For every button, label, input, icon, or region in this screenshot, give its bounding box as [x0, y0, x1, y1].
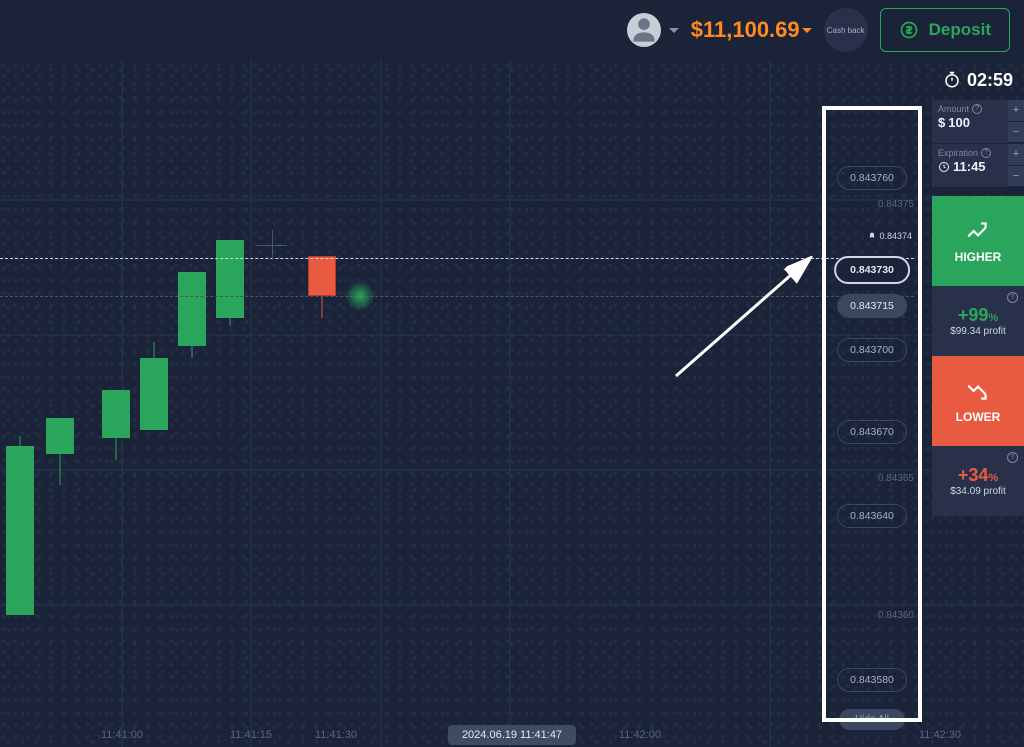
higher-label: HIGHER — [955, 250, 1002, 264]
cashback-label: Cash back — [827, 26, 865, 35]
amount-plus-button[interactable]: + — [1008, 100, 1024, 122]
lower-profit: $34.09 profit — [950, 486, 1006, 497]
balance-dropdown[interactable]: $11,100.69 — [691, 17, 812, 43]
higher-payout: ? +99% $99.34 profit — [932, 286, 1024, 356]
timer-value: 02:59 — [967, 70, 1013, 91]
user-icon — [630, 16, 658, 44]
lower-label: LOWER — [956, 410, 1001, 424]
avatar-caret-icon[interactable] — [669, 28, 679, 33]
higher-button[interactable]: HIGHER — [932, 196, 1024, 286]
balance-caret-icon — [802, 28, 812, 33]
expiration-value: 11:45 — [953, 159, 986, 174]
lower-pct: +34 — [958, 465, 989, 485]
x-axis-label: 11:41:30 — [315, 729, 357, 741]
amount-value: 100 — [948, 115, 970, 130]
x-axis-label: 11:41:15 — [230, 729, 272, 741]
help-icon[interactable]: ? — [981, 148, 991, 158]
deposit-label: Deposit — [929, 20, 991, 40]
trend-down-icon — [965, 378, 991, 404]
deposit-icon — [899, 20, 919, 40]
stopwatch-icon — [943, 71, 961, 89]
higher-profit: $99.34 profit — [950, 326, 1006, 337]
x-axis-label: 11:42:30 — [919, 729, 961, 741]
expiration-plus-button[interactable]: + — [1008, 144, 1024, 166]
trade-panel: 02:59 Amount? $100 +− Expiration? 11:45 … — [932, 60, 1024, 720]
amount-minus-button[interactable]: − — [1008, 122, 1024, 144]
countdown-timer: 02:59 — [932, 60, 1024, 100]
amount-label: Amount — [938, 104, 969, 114]
expiration-control[interactable]: Expiration? 11:45 +− — [932, 144, 1024, 188]
expiration-minus-button[interactable]: − — [1008, 166, 1024, 188]
x-axis-label: 11:42:00 — [619, 729, 661, 741]
clock-icon — [938, 161, 950, 173]
amount-control[interactable]: Amount? $100 +− — [932, 100, 1024, 144]
help-icon[interactable]: ? — [1007, 452, 1018, 463]
currency-symbol: $ — [938, 115, 945, 130]
x-axis-label: 11:41:00 — [101, 729, 143, 741]
expiration-label: Expiration — [938, 148, 978, 158]
ladder-highlight-box — [822, 106, 922, 722]
trend-up-icon — [965, 218, 991, 244]
datetime-pill: 2024.06.19 11:41:47 — [448, 725, 576, 745]
help-icon[interactable]: ? — [1007, 292, 1018, 303]
deposit-button[interactable]: Deposit — [880, 8, 1010, 52]
header-bar: $11,100.69 Cash back Deposit — [0, 0, 1024, 60]
lower-payout: ? +34% $34.09 profit — [932, 446, 1024, 516]
avatar-button[interactable] — [627, 13, 661, 47]
help-icon[interactable]: ? — [972, 104, 982, 114]
lower-button[interactable]: LOWER — [932, 356, 1024, 446]
balance-value: $11,100.69 — [691, 17, 800, 43]
cashback-button[interactable]: Cash back — [824, 8, 868, 52]
higher-pct: +99 — [958, 305, 989, 325]
